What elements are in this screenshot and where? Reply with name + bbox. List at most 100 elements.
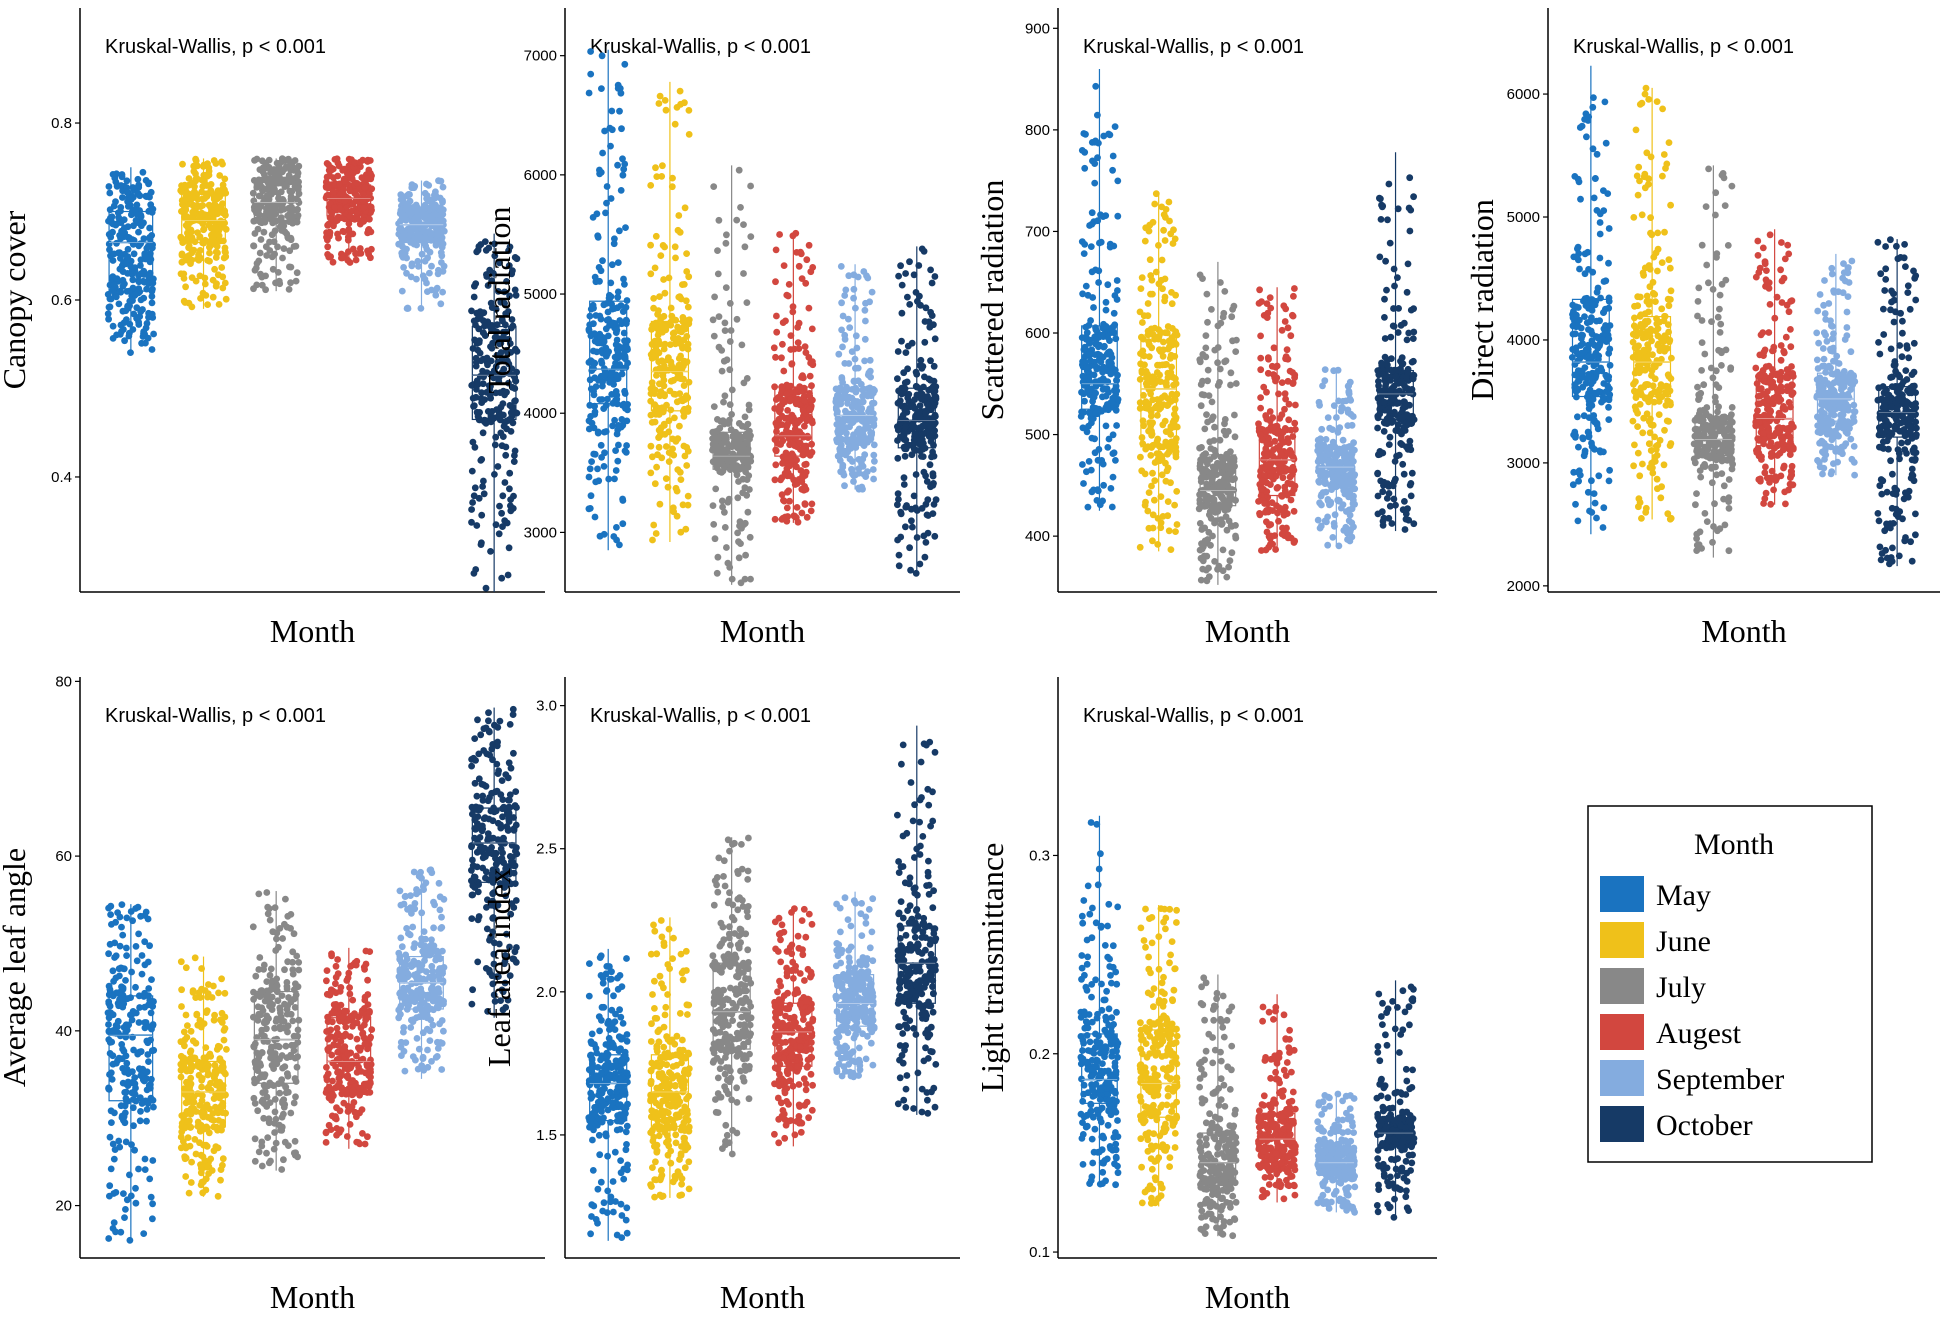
- data-point: [927, 483, 934, 490]
- y-tick-label: 400: [1025, 528, 1050, 545]
- data-point: [747, 233, 754, 240]
- data-point: [930, 383, 937, 390]
- box-september: [832, 263, 878, 493]
- jitter-points: [250, 155, 302, 293]
- data-point: [1092, 83, 1099, 90]
- data-point: [270, 185, 277, 192]
- box-october: [1374, 152, 1417, 533]
- data-point: [478, 456, 485, 463]
- box-july: [250, 155, 302, 293]
- data-point: [1387, 434, 1394, 441]
- data-point: [1197, 272, 1204, 279]
- data-point: [262, 286, 269, 293]
- data-point: [801, 461, 808, 468]
- data-point: [855, 404, 862, 411]
- data-point: [1172, 528, 1179, 535]
- data-point: [859, 387, 866, 394]
- data-point: [1168, 289, 1175, 296]
- data-point: [145, 335, 152, 342]
- data-point: [1387, 503, 1394, 510]
- data-point: [1233, 337, 1240, 344]
- data-point: [592, 338, 599, 345]
- data-point: [674, 488, 681, 495]
- data-point: [1110, 153, 1117, 160]
- data-point: [911, 271, 918, 278]
- data-point: [1232, 433, 1239, 440]
- data-point: [428, 263, 435, 270]
- data-point: [499, 523, 506, 530]
- data-point: [1256, 300, 1263, 307]
- data-point: [899, 310, 906, 317]
- data-point: [1169, 300, 1176, 307]
- data-point: [470, 345, 477, 352]
- data-point: [1208, 445, 1215, 452]
- data-point: [789, 441, 796, 448]
- data-point: [291, 243, 298, 250]
- data-point: [610, 321, 617, 328]
- data-point: [1160, 227, 1167, 234]
- data-point: [618, 187, 625, 194]
- data-point: [501, 517, 508, 524]
- data-point: [1316, 399, 1323, 406]
- data-point: [1331, 523, 1338, 530]
- data-point: [127, 349, 134, 356]
- data-point: [1092, 449, 1099, 456]
- data-point: [652, 419, 659, 426]
- data-point: [742, 414, 749, 421]
- data-point: [415, 214, 422, 221]
- data-point: [1156, 372, 1163, 379]
- data-point: [618, 125, 625, 132]
- data-point: [1214, 359, 1221, 366]
- data-point: [1112, 457, 1119, 464]
- data-point: [1347, 526, 1354, 533]
- data-point: [1092, 324, 1099, 331]
- data-point: [897, 509, 904, 516]
- data-point: [150, 331, 157, 338]
- data-point: [928, 454, 935, 461]
- y-axis-label: Total radiation: [481, 206, 517, 393]
- data-point: [1109, 504, 1116, 511]
- data-point: [1096, 240, 1103, 247]
- data-point: [1320, 442, 1327, 449]
- data-point: [506, 470, 513, 477]
- data-point: [649, 453, 656, 460]
- data-point: [1085, 504, 1092, 511]
- data-point: [360, 217, 367, 224]
- data-point: [663, 443, 670, 450]
- data-point: [1227, 470, 1234, 477]
- panel-scattered-radiation: 400500600700800900Kruskal-Wallis, p < 0.…: [974, 8, 1437, 649]
- data-point: [140, 169, 147, 176]
- data-point: [468, 519, 475, 526]
- data-point: [623, 449, 630, 456]
- data-point: [1291, 539, 1298, 546]
- box-october: [894, 246, 939, 577]
- data-point: [726, 457, 733, 464]
- data-point: [590, 320, 597, 327]
- box-july: [1196, 262, 1240, 585]
- data-point: [105, 310, 112, 317]
- data-point: [613, 392, 620, 399]
- data-point: [1104, 444, 1111, 451]
- data-point: [604, 396, 611, 403]
- data-point: [503, 425, 510, 432]
- data-point: [1350, 500, 1357, 507]
- data-point: [281, 245, 288, 252]
- data-point: [354, 180, 361, 187]
- data-point: [1151, 497, 1158, 504]
- data-point: [861, 435, 868, 442]
- data-point: [1335, 429, 1342, 436]
- data-point: [846, 360, 853, 367]
- data-point: [795, 339, 802, 346]
- data-point: [112, 198, 119, 205]
- y-tick-label: 3000: [524, 524, 557, 541]
- data-point: [428, 287, 435, 294]
- data-point: [895, 273, 902, 280]
- data-point: [1114, 213, 1121, 220]
- data-point: [328, 167, 335, 174]
- data-point: [1206, 438, 1213, 445]
- data-point: [722, 327, 729, 334]
- data-point: [713, 435, 720, 442]
- data-point: [1331, 453, 1338, 460]
- data-point: [592, 409, 599, 416]
- data-point: [1287, 474, 1294, 481]
